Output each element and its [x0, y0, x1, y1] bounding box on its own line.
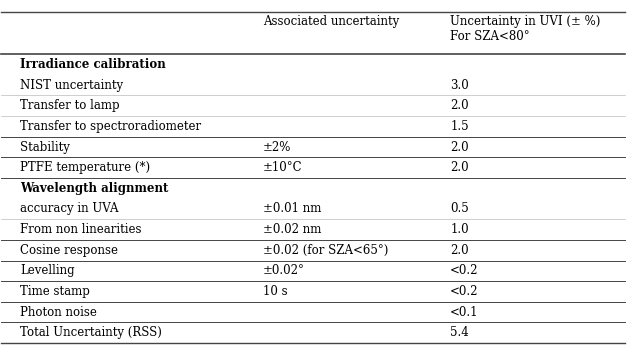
Text: ±0.02 nm: ±0.02 nm [263, 223, 322, 236]
Text: Time stamp: Time stamp [20, 285, 90, 298]
Text: 1.5: 1.5 [450, 120, 469, 133]
Text: Photon noise: Photon noise [20, 306, 97, 318]
Text: 2.0: 2.0 [450, 141, 469, 154]
Text: 2.0: 2.0 [450, 244, 469, 257]
Text: 2.0: 2.0 [450, 99, 469, 112]
Text: Total Uncertainty (RSS): Total Uncertainty (RSS) [20, 326, 162, 339]
Text: PTFE temperature (*): PTFE temperature (*) [20, 161, 150, 174]
Text: 10 s: 10 s [263, 285, 288, 298]
Text: Associated uncertainty: Associated uncertainty [263, 16, 399, 28]
Text: Levelling: Levelling [20, 264, 75, 277]
Text: ±0.01 nm: ±0.01 nm [263, 202, 322, 215]
Text: Transfer to lamp: Transfer to lamp [20, 99, 120, 112]
Text: <0.2: <0.2 [450, 264, 478, 277]
Text: accuracy in UVA: accuracy in UVA [20, 202, 119, 215]
Text: Transfer to spectroradiometer: Transfer to spectroradiometer [20, 120, 201, 133]
Text: ±2%: ±2% [263, 141, 292, 154]
Text: 0.5: 0.5 [450, 202, 469, 215]
Text: Wavelength alignment: Wavelength alignment [20, 182, 168, 195]
Text: ±10°C: ±10°C [263, 161, 303, 174]
Text: <0.1: <0.1 [450, 306, 478, 318]
Text: From non linearities: From non linearities [20, 223, 142, 236]
Text: ±0.02°: ±0.02° [263, 264, 305, 277]
Text: ±0.02 (for SZA<65°): ±0.02 (for SZA<65°) [263, 244, 389, 257]
Text: 3.0: 3.0 [450, 79, 469, 92]
Text: Stability: Stability [20, 141, 70, 154]
Text: 2.0: 2.0 [450, 161, 469, 174]
Text: Uncertainty in UVI (± %)
For SZA<80°: Uncertainty in UVI (± %) For SZA<80° [450, 16, 600, 43]
Text: <0.2: <0.2 [450, 285, 478, 298]
Text: Cosine response: Cosine response [20, 244, 118, 257]
Text: Irradiance calibration: Irradiance calibration [20, 58, 166, 71]
Text: 5.4: 5.4 [450, 326, 469, 339]
Text: 1.0: 1.0 [450, 223, 469, 236]
Text: NIST uncertainty: NIST uncertainty [20, 79, 123, 92]
